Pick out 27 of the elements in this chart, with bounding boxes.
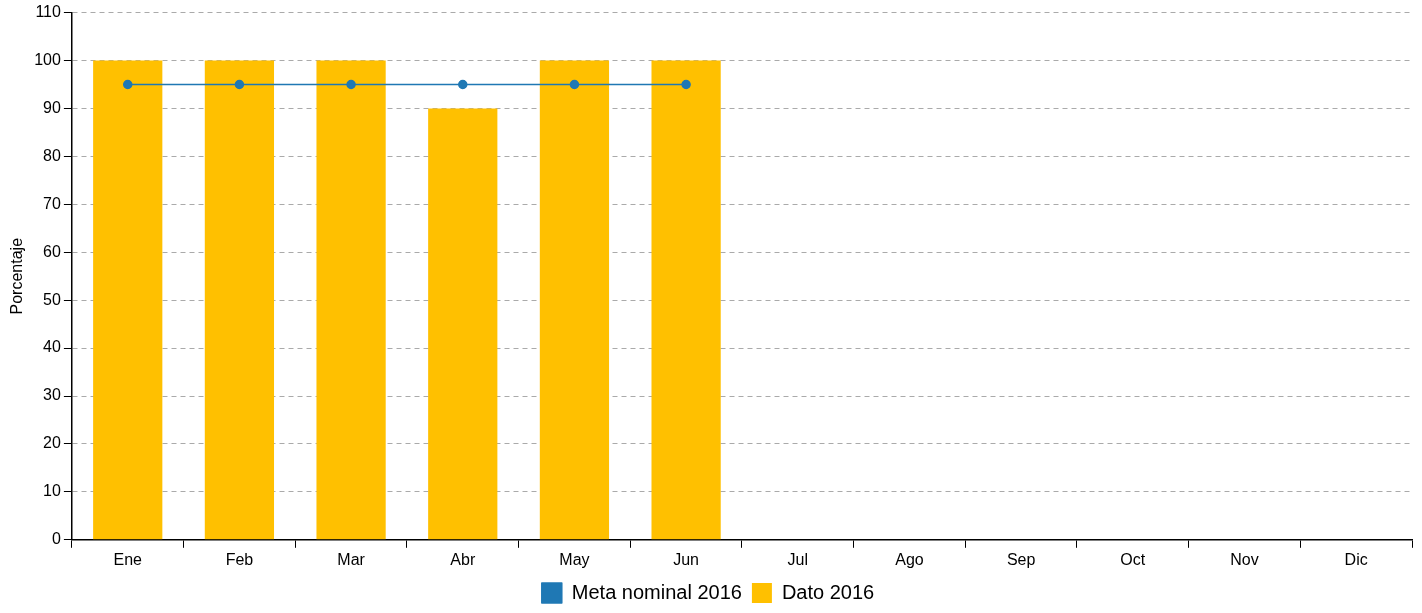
y-tick-label: 10	[43, 482, 61, 500]
y-tick-label: 80	[43, 146, 61, 164]
x-tick-label: Abr	[450, 550, 476, 568]
x-tick-label: Ago	[895, 550, 924, 568]
x-tick-label: Jun	[673, 550, 700, 568]
x-tick-label: Jul	[787, 550, 809, 568]
y-tick-label: 40	[43, 338, 61, 356]
y-tick-label: 30	[43, 386, 61, 404]
y-tick-label: 90	[43, 98, 61, 116]
y-tick-label: 100	[34, 50, 61, 68]
x-tick-label: Dic	[1344, 550, 1368, 568]
y-tick-label: 110	[35, 3, 61, 21]
x-tick-label: May	[559, 550, 590, 568]
y-tick-label: 20	[43, 434, 61, 452]
y-tick-label: 0	[51, 530, 61, 548]
x-tick-label: Nov	[1230, 550, 1259, 568]
x-tick-label: Mar	[337, 550, 366, 568]
x-tick-label: Oct	[1120, 550, 1146, 568]
legend-label: Meta nominal 2016	[571, 580, 742, 603]
x-tick-label: Feb	[225, 550, 254, 568]
y-tick-label: 50	[43, 290, 61, 308]
legend-label: Dato 2016	[781, 580, 875, 603]
y-tick-label: 60	[43, 242, 61, 260]
x-tick-label: Ene	[113, 550, 143, 568]
x-tick-label: Sep	[1006, 550, 1036, 568]
y-axis-title: Porcentaje	[8, 237, 26, 315]
y-tick-label: 70	[43, 194, 61, 212]
